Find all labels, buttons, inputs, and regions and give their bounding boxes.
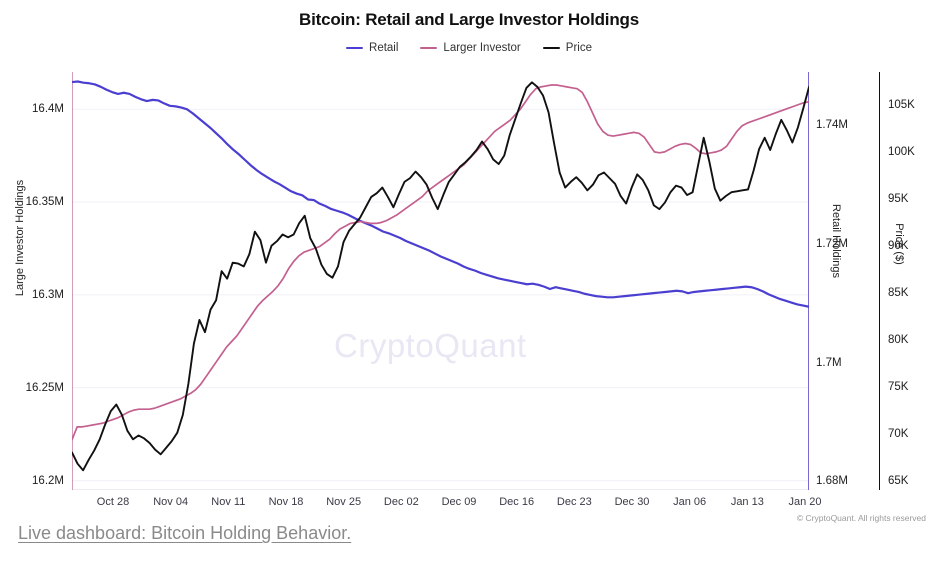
x-tick-label: Jan 06 (673, 496, 707, 508)
y-tick-label-large-investor: 16.3M (32, 288, 64, 301)
y-tick-label-retail: 1.68M (816, 475, 848, 488)
y-tick-label-large-investor: 16.2M (32, 474, 64, 487)
live-dashboard-link[interactable]: Live dashboard: Bitcoin Holding Behavior… (18, 523, 352, 543)
x-tick-label: Jan 13 (730, 496, 764, 508)
y-tick-label-retail: 1.7M (816, 356, 842, 369)
y-tick-label-price: 85K (888, 286, 909, 299)
chart-canvas (72, 72, 809, 490)
y-tick-label-price: 65K (888, 474, 909, 487)
y-tick-label-price: 70K (888, 427, 909, 440)
x-tick-label: Dec 09 (441, 496, 477, 508)
y-tick-label-retail: 1.74M (816, 119, 848, 132)
chart-legend: Retail Larger Investor Price (0, 42, 938, 54)
x-tick-label: Dec 23 (556, 496, 592, 508)
copyright-notice: © CryptoQuant. All rights reserved (796, 513, 926, 523)
x-tick-label: Nov 04 (153, 496, 189, 508)
y-tick-label-price: 90K (888, 239, 909, 252)
legend-item-price[interactable]: Price (542, 42, 592, 54)
x-tick-label: Jan 20 (788, 496, 822, 508)
y-tick-label-price: 100K (888, 145, 915, 158)
y-tick-label-large-investor: 16.25M (25, 381, 64, 394)
y-tick-label-price: 95K (888, 192, 909, 205)
legend-label: Larger Investor (443, 42, 521, 54)
legend-label: Retail (369, 42, 399, 54)
x-tick-label: Nov 11 (211, 496, 246, 508)
price-axis-spine (879, 72, 880, 490)
legend-item-larger-investor[interactable]: Larger Investor (420, 42, 521, 54)
legend-item-retail[interactable]: Retail (346, 42, 398, 54)
y-tick-label-price: 75K (888, 380, 909, 393)
y-tick-label-large-investor: 16.35M (25, 196, 64, 209)
legend-swatch-icon (542, 47, 560, 49)
series-line-price (72, 81, 809, 472)
series-line-retail (72, 80, 809, 308)
x-tick-label: Nov 25 (326, 496, 362, 508)
page-title: Bitcoin: Retail and Large Investor Holdi… (299, 10, 639, 29)
legend-swatch-icon (346, 47, 364, 49)
x-tick-label: Dec 30 (614, 496, 650, 508)
legend-label: Price (565, 42, 592, 54)
x-tick-label: Dec 16 (499, 496, 535, 508)
legend-swatch-icon (420, 47, 438, 49)
y-tick-label-price: 105K (888, 98, 915, 111)
x-tick-label: Oct 28 (96, 496, 130, 508)
x-tick-label: Nov 18 (268, 496, 304, 508)
y-tick-label-retail: 1.72M (816, 237, 848, 250)
y-tick-label-price: 80K (888, 333, 909, 346)
x-tick-label: Dec 02 (383, 496, 419, 508)
y-tick-label-large-investor: 16.4M (32, 103, 64, 116)
series-line-larger-investor (72, 84, 809, 441)
plot-area: CryptoQuant (72, 72, 809, 490)
